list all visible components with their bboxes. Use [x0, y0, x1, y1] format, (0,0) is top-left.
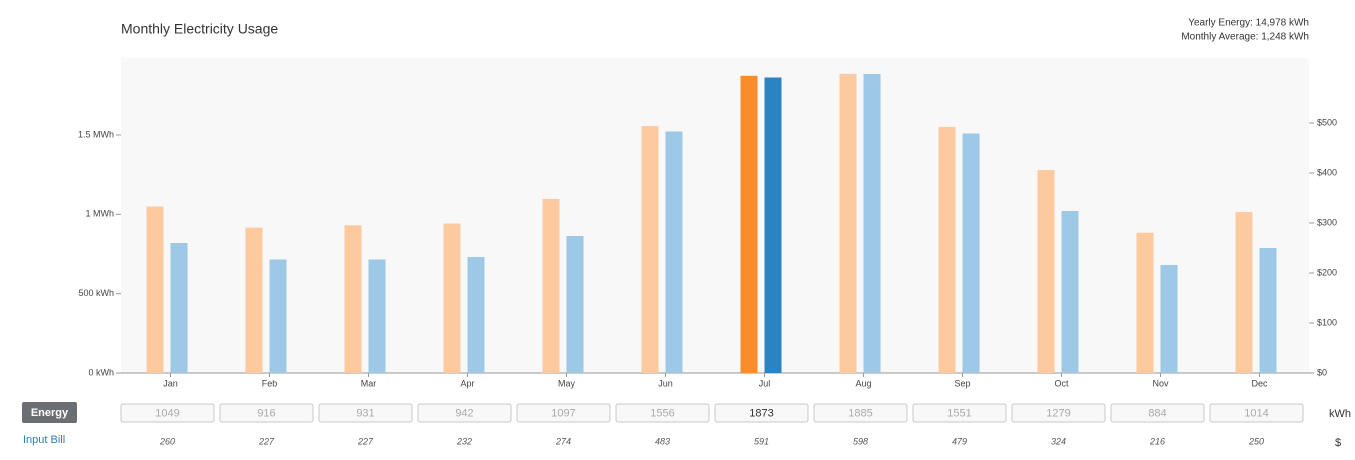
y-tick-label: 0 kWh: [88, 367, 114, 377]
energy-input-value[interactable]: 1014: [1244, 407, 1268, 419]
energy-input-value[interactable]: 1873: [749, 407, 773, 419]
bar: [962, 133, 980, 373]
energy-input-value[interactable]: 1049: [155, 407, 179, 419]
bar: [863, 74, 881, 373]
energy-input[interactable]: [615, 403, 710, 423]
bar: [1037, 170, 1055, 373]
bar: [245, 227, 263, 373]
x-tick-label: Jan: [163, 378, 178, 388]
monthly-average: Monthly Average: 1,248 kWh: [1181, 32, 1309, 43]
bar: [542, 198, 560, 373]
x-tick-label: May: [558, 378, 576, 388]
bar: [566, 236, 584, 373]
x-tick-label: Nov: [1152, 378, 1169, 388]
bar: [1061, 211, 1079, 373]
y2-tick-label: $400: [1317, 167, 1337, 177]
bill-value: 274: [555, 436, 571, 446]
energy-button-label[interactable]: Energy: [31, 407, 69, 419]
y2-tick-label: $0: [1317, 367, 1327, 377]
plot-area: [121, 58, 1309, 373]
energy-input-value[interactable]: 884: [1148, 407, 1166, 419]
energy-input[interactable]: [813, 403, 908, 423]
y-tick-label: 500 kWh: [78, 288, 114, 298]
bar: [641, 126, 659, 373]
chart-title: Monthly Electricity Usage: [121, 21, 278, 37]
bill-value: 227: [357, 436, 374, 446]
bar: [740, 75, 758, 373]
energy-input[interactable]: [1209, 403, 1304, 423]
x-tick-label: Aug: [855, 378, 871, 388]
yearly-energy: Yearly Energy: 14,978 kWh: [1188, 18, 1309, 29]
bar: [764, 77, 782, 373]
bar: [467, 257, 485, 373]
x-tick-label: Dec: [1251, 378, 1268, 388]
energy-input-value[interactable]: 1097: [551, 407, 575, 419]
input-bill-link[interactable]: Input Bill: [23, 434, 65, 446]
bar: [344, 225, 362, 373]
energy-unit: kWh: [1329, 408, 1351, 420]
bill-value: 483: [655, 436, 670, 446]
y2-tick-label: $200: [1317, 267, 1337, 277]
bar: [1136, 232, 1154, 373]
bill-value: 324: [1051, 436, 1066, 446]
bar: [170, 243, 188, 373]
bar: [1160, 265, 1178, 373]
bar: [839, 73, 857, 373]
energy-button[interactable]: [22, 402, 77, 423]
y-tick-label: 1 MWh: [85, 209, 114, 219]
bill-value: 479: [952, 436, 967, 446]
x-tick-label: Jun: [658, 378, 673, 388]
y2-tick-label: $500: [1317, 117, 1337, 127]
energy-input-value[interactable]: 1885: [848, 407, 872, 419]
energy-input-value[interactable]: 1556: [650, 407, 674, 419]
energy-input[interactable]: [219, 403, 314, 423]
bill-value: 227: [258, 436, 275, 446]
bill-unit: $: [1335, 437, 1341, 449]
bar: [1259, 248, 1277, 373]
bill-value: 232: [456, 436, 472, 446]
energy-input[interactable]: [1011, 403, 1106, 423]
energy-input[interactable]: [1110, 403, 1205, 423]
energy-input-value[interactable]: 1551: [947, 407, 971, 419]
bar: [938, 126, 956, 373]
y-tick-label: 1.5 MWh: [78, 129, 114, 139]
energy-input[interactable]: [912, 403, 1007, 423]
bill-value: 216: [1149, 436, 1165, 446]
bar: [665, 131, 683, 373]
bar: [368, 259, 386, 373]
y2-tick-label: $100: [1317, 317, 1337, 327]
bill-value: 598: [853, 436, 868, 446]
x-tick-label: Sep: [954, 378, 970, 388]
bill-value: 591: [754, 436, 769, 446]
bar: [1235, 212, 1253, 373]
x-tick-label: Oct: [1054, 378, 1069, 388]
x-tick-label: Jul: [759, 378, 771, 388]
bar: [269, 259, 287, 373]
energy-input[interactable]: [417, 403, 512, 423]
energy-input-value[interactable]: 931: [356, 407, 374, 419]
bill-value: 250: [1248, 436, 1264, 446]
energy-input[interactable]: [714, 403, 809, 423]
energy-input[interactable]: [516, 403, 611, 423]
bill-value: 260: [159, 436, 175, 446]
energy-input[interactable]: [120, 403, 215, 423]
energy-input-value[interactable]: 916: [257, 407, 275, 419]
energy-input[interactable]: [318, 403, 413, 423]
bar: [443, 223, 461, 373]
x-tick-label: Feb: [262, 378, 278, 388]
bar: [146, 206, 164, 373]
x-tick-label: Apr: [460, 378, 474, 388]
y2-tick-label: $300: [1317, 217, 1337, 227]
energy-input-value[interactable]: 942: [455, 407, 473, 419]
energy-input-value[interactable]: 1279: [1046, 407, 1070, 419]
x-tick-label: Mar: [361, 378, 377, 388]
